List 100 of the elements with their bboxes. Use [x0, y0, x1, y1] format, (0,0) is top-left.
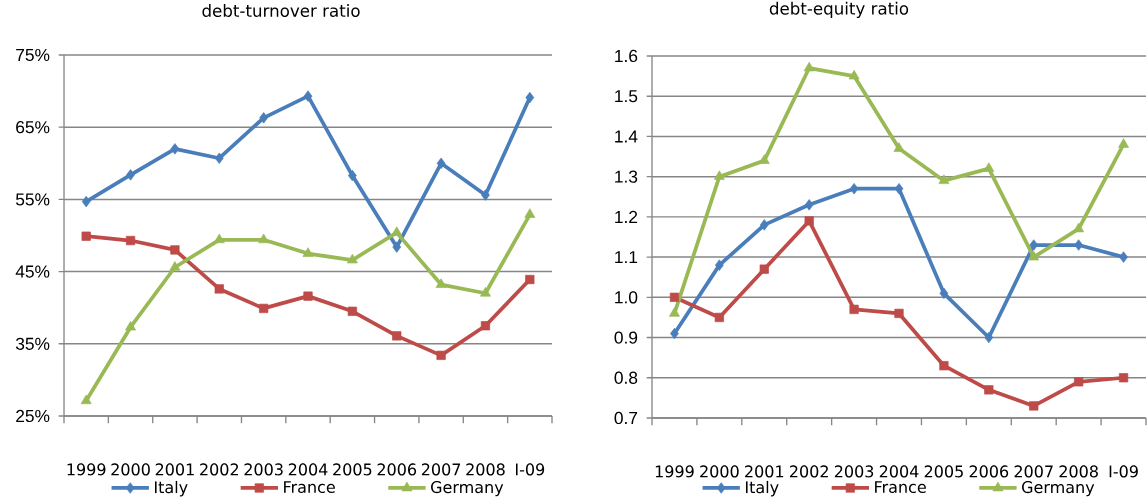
point [715, 259, 724, 271]
chart-title: debt-turnover ratio [202, 4, 360, 17]
point [346, 253, 358, 264]
point [347, 306, 357, 316]
point [1119, 251, 1128, 263]
x-tick-label: 2008 [466, 463, 505, 476]
point [849, 304, 859, 314]
point [984, 385, 994, 395]
point [126, 169, 135, 181]
x-tick-label: 2001 [155, 463, 194, 476]
point [480, 287, 491, 297]
point [392, 331, 402, 341]
point [848, 69, 860, 80]
point [938, 174, 950, 184]
point [759, 219, 769, 231]
y-tick-label: 1.3 [615, 170, 638, 183]
point [525, 274, 535, 285]
legend-label: France [284, 481, 335, 494]
point [169, 261, 181, 271]
point [435, 278, 447, 288]
point [713, 170, 725, 180]
legend-label: Germany [1022, 481, 1095, 497]
point [80, 394, 92, 405]
chart-title: debt-equity ratio [769, 1, 909, 18]
legend-label: France [875, 481, 926, 494]
point [81, 195, 91, 208]
x-tick-label: 2004 [879, 465, 919, 478]
y-tick-label: 1.1 [615, 251, 638, 264]
y-tick-label: 1.2 [615, 210, 638, 223]
legend-label: Germany [431, 481, 504, 497]
x-tick-label: 2005 [924, 465, 963, 478]
x-tick-label: 1999 [67, 463, 106, 476]
point [258, 233, 270, 244]
point [803, 61, 815, 72]
point [1073, 222, 1085, 233]
point [983, 162, 995, 172]
point [125, 235, 136, 246]
point [984, 331, 994, 344]
x-tick-label: 2002 [790, 465, 828, 478]
point [303, 291, 313, 301]
point [302, 247, 314, 257]
x-tick-label: 2005 [333, 463, 372, 476]
x-tick-label: 2008 [1059, 465, 1098, 478]
point [1029, 401, 1039, 411]
point [1028, 250, 1040, 261]
point [170, 245, 180, 255]
point [804, 216, 814, 226]
point [849, 183, 859, 195]
x-tick-label: I-09 [515, 463, 545, 476]
point [170, 143, 180, 155]
y-tick-label: 55% [15, 193, 50, 206]
point [214, 152, 224, 164]
x-tick-label: 2007 [1014, 465, 1053, 478]
point [525, 91, 535, 104]
point [939, 361, 949, 371]
x-tick-label: 2002 [200, 463, 239, 476]
point [669, 292, 680, 302]
y-tick-label: 75% [16, 48, 50, 62]
point [259, 303, 269, 314]
legend-label: Italy [745, 480, 779, 497]
point [391, 226, 403, 236]
point [714, 312, 724, 323]
y-tick-label: 45% [15, 265, 50, 278]
point [804, 199, 814, 211]
y-tick-label: 25% [16, 409, 50, 423]
x-tick-label: 2007 [421, 463, 461, 476]
point [893, 142, 905, 152]
point [524, 208, 536, 218]
point [303, 90, 313, 102]
point [125, 320, 136, 331]
point [480, 321, 491, 331]
y-tick-label: 0.7 [614, 411, 638, 425]
y-tick-label: 0.8 [614, 371, 638, 384]
y-tick-label: 0.9 [614, 331, 638, 344]
point [669, 307, 680, 317]
point [436, 157, 446, 169]
point [481, 189, 490, 201]
point [1118, 373, 1129, 383]
y-tick-label: 1.6 [615, 49, 638, 63]
y-tick-label: 35% [15, 337, 50, 350]
x-tick-label: 2003 [244, 463, 283, 476]
point [1118, 138, 1129, 148]
point [1074, 377, 1084, 387]
y-tick-label: 1.0 [615, 291, 638, 304]
point [214, 284, 224, 294]
point [392, 241, 402, 253]
legend-label: Italy [154, 480, 188, 497]
y-tick-label: 1.5 [615, 90, 638, 103]
x-tick-label: 1999 [655, 465, 694, 478]
x-tick-label: 2000 [111, 463, 150, 476]
y-tick-label: 65% [16, 121, 50, 134]
x-tick-label: 2006 [969, 465, 1009, 478]
point [1074, 239, 1083, 251]
x-tick-label: 2001 [745, 465, 784, 478]
point [939, 287, 949, 299]
x-tick-label: 2004 [288, 463, 328, 476]
point [436, 350, 446, 360]
point [81, 231, 91, 241]
x-tick-label: I-09 [1109, 465, 1138, 478]
x-tick-label: 2003 [834, 465, 874, 478]
